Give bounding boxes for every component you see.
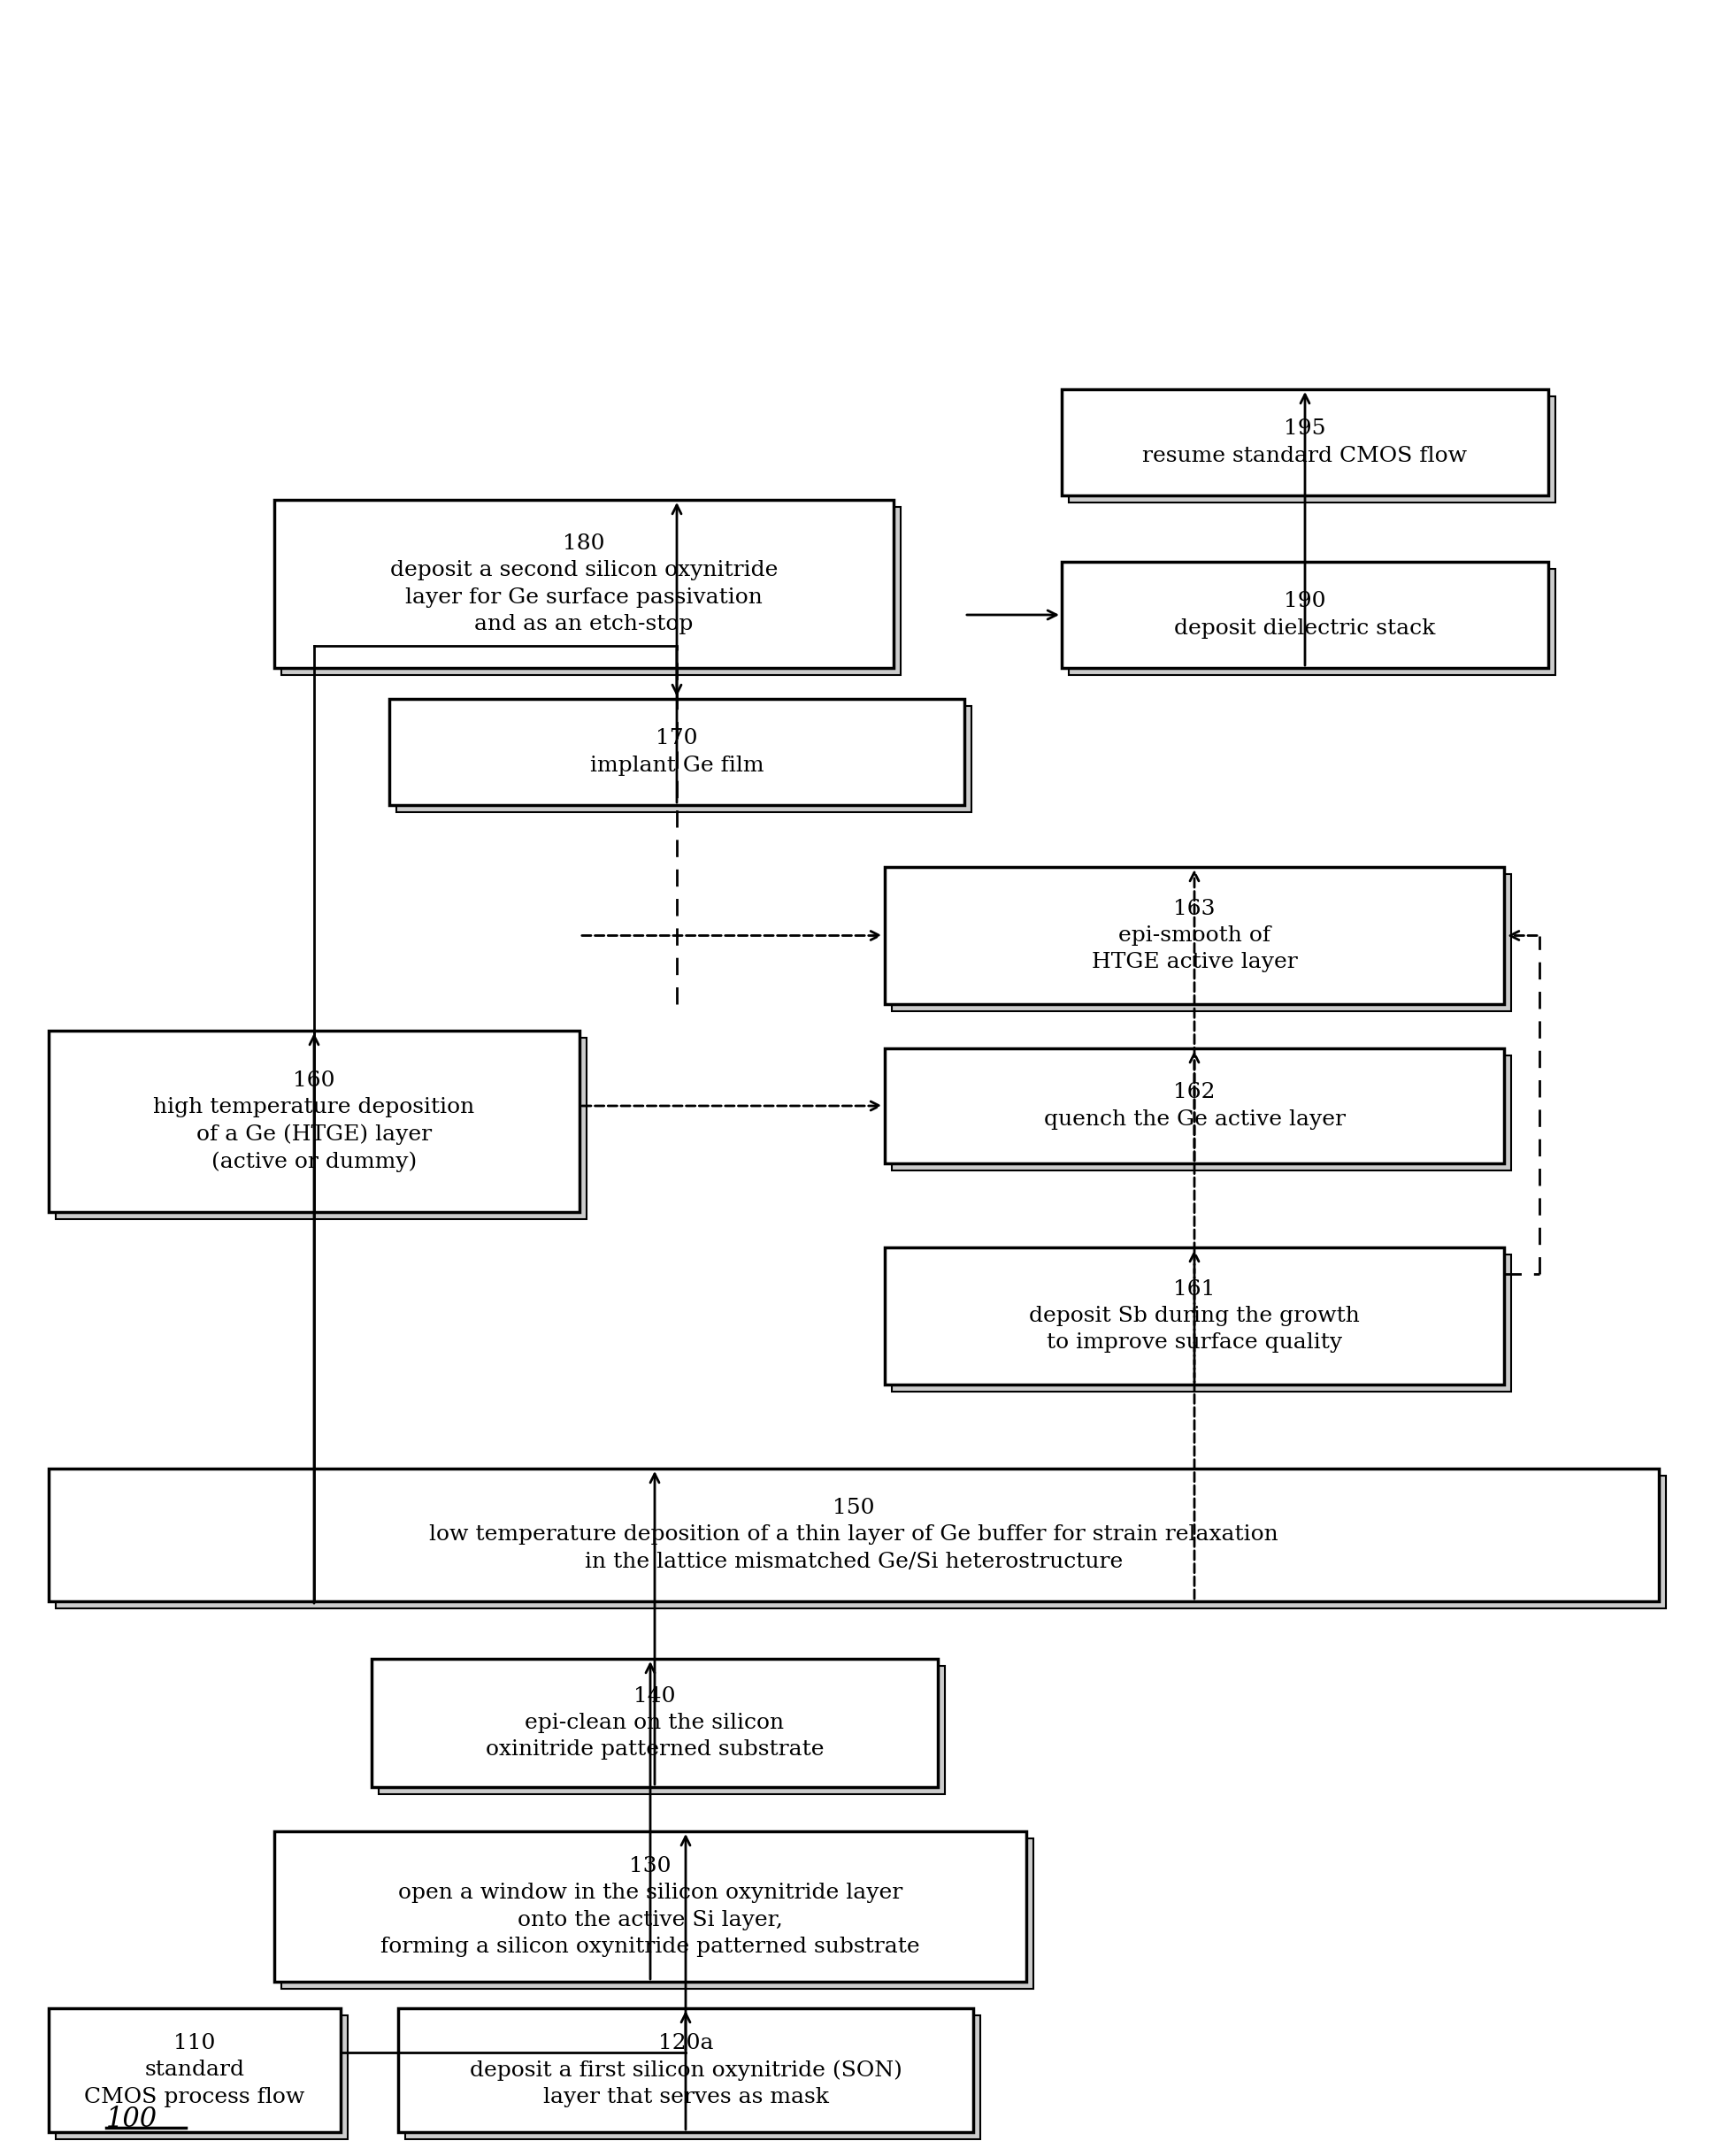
Text: 163
epi-smooth of
HTGE active layer: 163 epi-smooth of HTGE active layer	[1091, 899, 1297, 972]
Bar	[406, 2016, 981, 2139]
Text: 162
quench the Ge active layer: 162 quench the Ge active layer	[1043, 1082, 1345, 1130]
Bar	[1062, 390, 1549, 496]
Text: 130
open a window in the silicon oxynitride layer
onto the active Si layer,
form: 130 open a window in the silicon oxynitr…	[380, 1856, 920, 1958]
Bar	[1069, 397, 1556, 502]
Bar	[48, 2007, 340, 2132]
Text: 140
epi-clean on the silicon
oxinitride patterned substrate: 140 epi-clean on the silicon oxinitride …	[485, 1686, 824, 1759]
Text: 195
resume standard CMOS flow: 195 resume standard CMOS flow	[1143, 418, 1468, 466]
Bar	[48, 1468, 1660, 1602]
Bar	[399, 2007, 974, 2132]
Bar	[891, 1255, 1511, 1391]
Bar	[1062, 563, 1549, 668]
Text: 110
standard
CMOS process flow: 110 standard CMOS process flow	[85, 2033, 306, 2106]
Text: 120a
deposit a first silicon oxynitride (SON)
layer that serves as mask: 120a deposit a first silicon oxynitride …	[470, 2033, 901, 2106]
Bar	[275, 1830, 1026, 1981]
Bar	[884, 1048, 1504, 1164]
Bar	[371, 1658, 938, 1787]
Bar	[55, 1475, 1667, 1608]
Bar	[891, 873, 1511, 1011]
Bar	[1069, 569, 1556, 675]
Text: 100: 100	[105, 2106, 157, 2132]
Bar	[48, 1031, 580, 1212]
Bar	[389, 699, 964, 804]
Bar	[884, 1248, 1504, 1384]
Bar	[55, 2016, 347, 2139]
Bar	[282, 1839, 1033, 1988]
Bar	[397, 705, 971, 813]
Text: 161
deposit Sb during the growth
to improve surface quality: 161 deposit Sb during the growth to impr…	[1029, 1279, 1359, 1352]
Bar	[378, 1667, 945, 1794]
Text: 170
implant Ge film: 170 implant Ge film	[591, 729, 763, 776]
Bar	[884, 867, 1504, 1005]
Bar	[891, 1056, 1511, 1171]
Text: 160
high temperature deposition
of a Ge (HTGE) layer
(active or dummy): 160 high temperature deposition of a Ge …	[154, 1069, 475, 1173]
Text: 190
deposit dielectric stack: 190 deposit dielectric stack	[1174, 591, 1435, 638]
Text: 180
deposit a second silicon oxynitride
layer for Ge surface passivation
and as : 180 deposit a second silicon oxynitride …	[390, 535, 777, 634]
Bar	[55, 1037, 587, 1218]
Bar	[282, 507, 901, 675]
Bar	[275, 500, 893, 668]
Text: 150
low temperature deposition of a thin layer of Ge buffer for strain relaxatio: 150 low temperature deposition of a thin…	[430, 1498, 1278, 1572]
